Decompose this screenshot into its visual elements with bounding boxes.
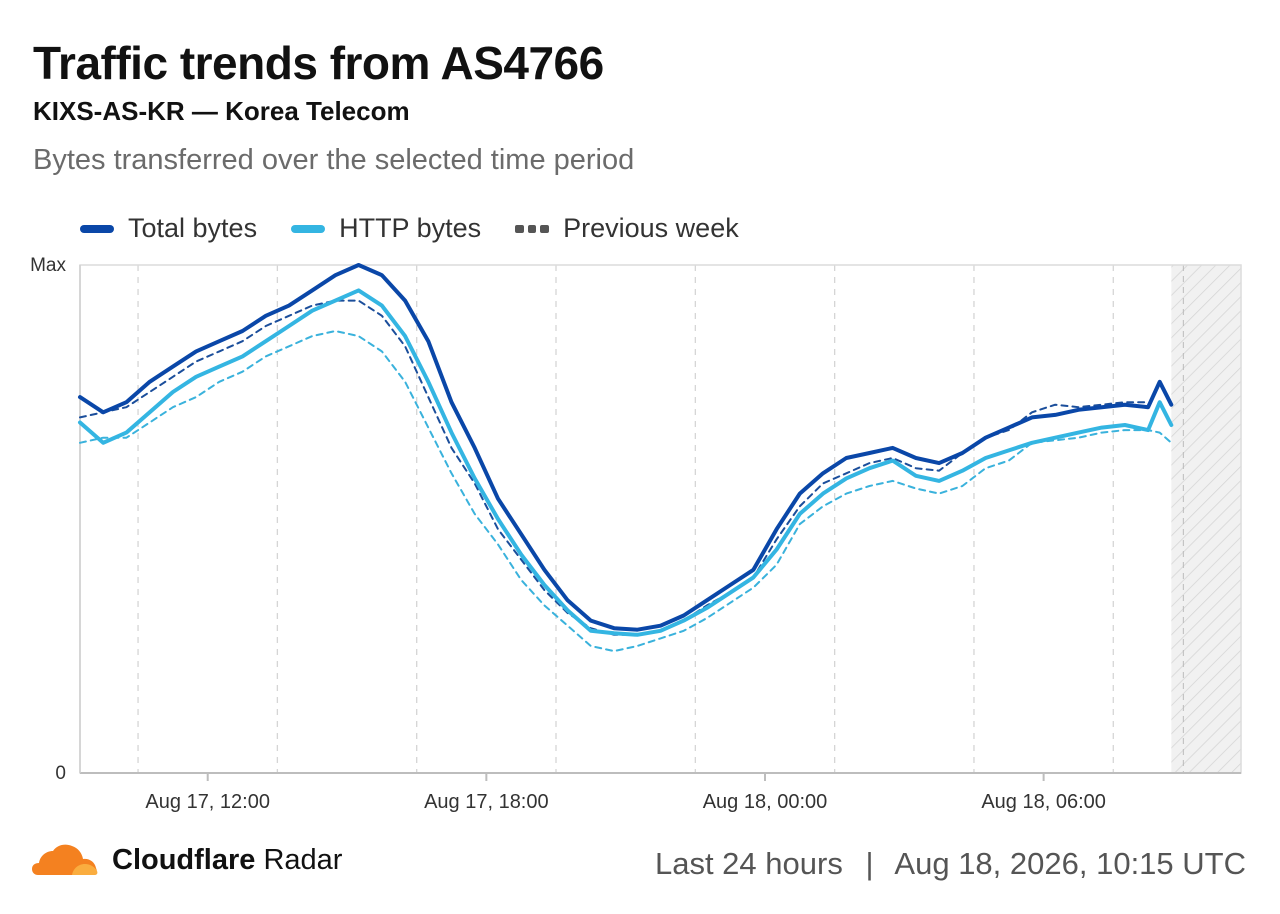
time-range-label: Last 24 hours: [654, 846, 843, 881]
legend-item-total-bytes[interactable]: Total bytes: [80, 213, 257, 244]
plot-frame: [79, 264, 1242, 774]
page-title: Traffic trends from AS4766: [33, 37, 604, 89]
legend-item-http-bytes[interactable]: HTTP bytes: [291, 213, 481, 244]
timestamp-label: Aug 18, 2026, 10:15 UTC: [894, 846, 1246, 881]
x-tick-label: Aug 18, 06:00: [981, 791, 1106, 813]
series-line-total-bytes: [78, 263, 1174, 632]
traffic-line-chart: 0 Max Aug 17, 12:00 Aug 17, 18:00 Aug 18, 00…: [30, 255, 1242, 813]
brand-name-bold: Cloudflare: [112, 843, 256, 876]
brand-name-rest: Radar: [255, 843, 343, 876]
y-tick-label: 0: [55, 763, 66, 784]
x-tick-label: Aug 18, 00:00: [703, 791, 828, 813]
chart-description: Bytes transferred over the selected time…: [33, 144, 635, 176]
legend-swatch-previous-week: [515, 224, 550, 233]
footer-meta: Last 24 hours | Aug 18, 2026, 10:15 UTC: [655, 846, 1246, 882]
legend-label-total-bytes: Total bytes: [128, 213, 258, 243]
cloudflare-radar-logo[interactable]: Cloudflare Radar: [32, 843, 342, 877]
x-tick-label: Aug 17, 12:00: [145, 791, 270, 813]
plot-area: 0 Max Aug 17, 12:00 Aug 17, 18:00 Aug 18, 00…: [30, 255, 1242, 813]
chart-legend: Total bytes HTTP bytes Previous week: [80, 213, 739, 244]
x-tick-label: Aug 17, 18:00: [424, 791, 549, 813]
page-subtitle: KIXS-AS-KR — Korea Telecom: [33, 96, 410, 126]
legend-label-http-bytes: HTTP bytes: [339, 213, 482, 243]
legend-swatch-total-bytes: [80, 224, 114, 233]
legend-item-previous-week[interactable]: Previous week: [515, 213, 739, 244]
brand-name: Cloudflare Radar: [112, 844, 342, 877]
y-tick-label: Max: [30, 255, 66, 276]
legend-swatch-http-bytes: [291, 224, 326, 233]
incomplete-data-region: [1171, 265, 1241, 773]
series-line-http-bytes-previous-week: [79, 330, 1173, 653]
cloudflare-cloud-icon: [32, 844, 98, 875]
footer-separator: |: [865, 846, 874, 881]
legend-label-previous-week: Previous week: [563, 213, 739, 243]
series-line-http-bytes: [78, 288, 1174, 637]
